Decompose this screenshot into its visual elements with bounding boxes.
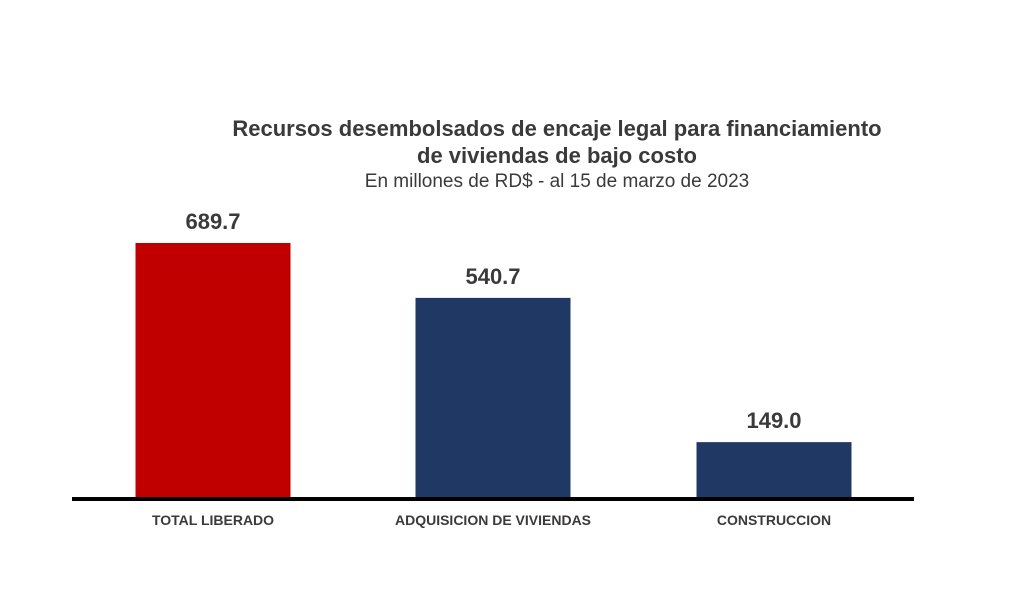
- category-label-1: ADQUISICION DE VIVIENDAS: [395, 512, 591, 528]
- category-label-0: TOTAL LIBERADO: [152, 512, 274, 528]
- bars-layer: [135, 243, 852, 497]
- bar-2: [696, 442, 852, 497]
- data-label-2: 149.0: [746, 408, 801, 433]
- chart-title-line-2: de viviendas de bajo costo: [417, 143, 697, 168]
- bar-1: [415, 297, 571, 497]
- chart-title-line-1: Recursos desembolsados de encaje legal p…: [232, 116, 881, 141]
- labels-layer: 689.7 TOTAL LIBERADO 540.7 ADQUISICION DE V…: [152, 209, 831, 528]
- data-label-0: 689.7: [185, 209, 240, 234]
- bar-0: [135, 243, 291, 497]
- category-label-2: CONSTRUCCION: [717, 512, 831, 528]
- chart-subtitle: En millones de RD$ - al 15 de marzo de 2…: [365, 171, 749, 192]
- data-label-1: 540.7: [465, 264, 520, 289]
